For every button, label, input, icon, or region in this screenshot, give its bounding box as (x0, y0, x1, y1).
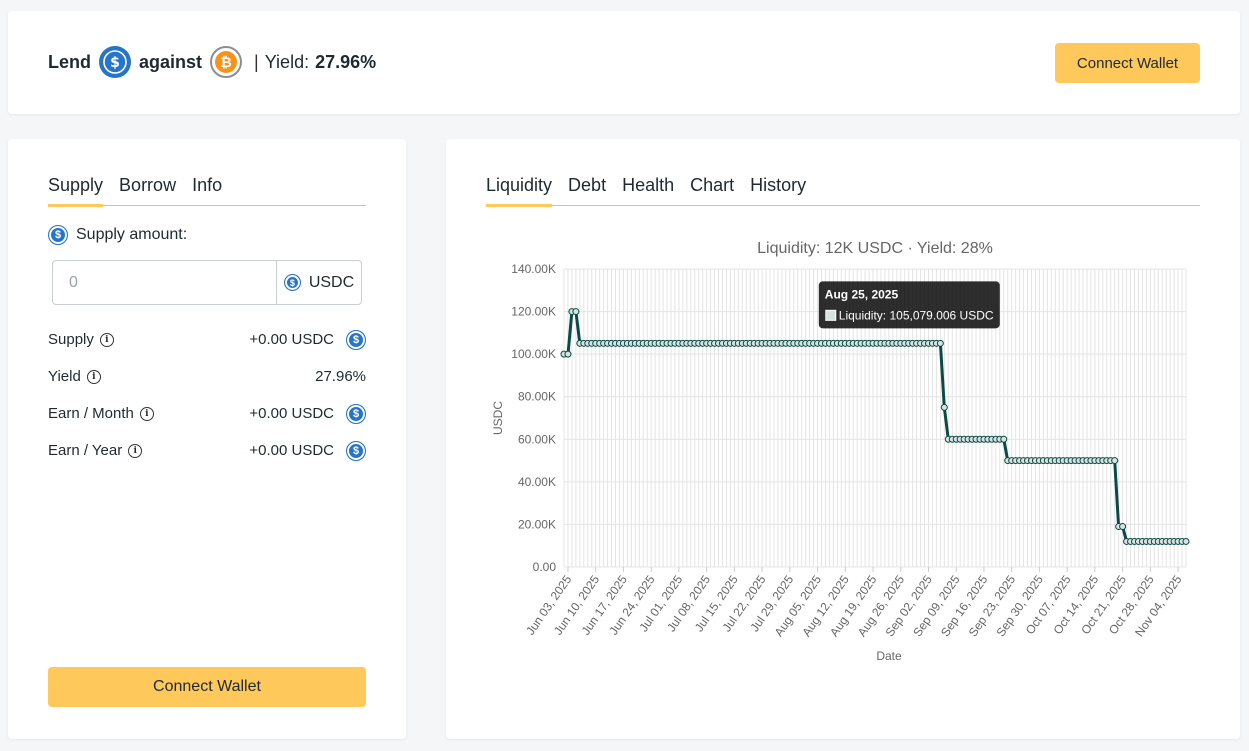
y-tick-label: 40.00K (518, 475, 556, 489)
stats-tabs: Liquidity Debt Health Chart History (486, 165, 1200, 207)
row-value: +0.00 USDC (249, 405, 334, 422)
usdc-coin-icon: $ (346, 403, 366, 424)
row-label: Earn / Year (48, 442, 123, 459)
tooltip-value: Liquidity: 105,079.006 USDC (839, 308, 994, 322)
row-value: +0.00 USDC (249, 331, 334, 348)
tab-history[interactable]: History (750, 174, 807, 195)
data-point (1119, 523, 1127, 531)
against-label: against (139, 51, 203, 72)
currency-selector[interactable]: $ USDC (276, 261, 361, 304)
y-tick-label: 100.00K (511, 347, 556, 361)
lend-label: Lend (48, 51, 91, 72)
info-icon[interactable]: i (139, 406, 154, 421)
usdc-coin-icon: $ (346, 440, 366, 461)
market-headline: Lend $ against ₿ | Yield: 27.96% (48, 45, 376, 79)
row-label: Supply (48, 331, 94, 348)
info-icon[interactable]: i (86, 369, 101, 384)
supply-amount-input[interactable] (53, 261, 276, 304)
tab-supply[interactable]: Supply (48, 165, 104, 207)
supply-tabs: Supply Borrow Info (48, 165, 366, 207)
liquidity-chart[interactable]: Liquidity: 12K USDC · Yield: 28% 0.00 20.0… (446, 229, 1240, 739)
tooltip-swatch (825, 309, 837, 321)
tab-borrow[interactable]: Borrow (119, 174, 177, 195)
data-point (940, 403, 948, 411)
chart-title: Liquidity: 12K USDC · Yield: 28% (757, 240, 993, 257)
data-point (1111, 457, 1119, 465)
data-point (572, 308, 580, 316)
y-tick-label: 120.00K (511, 305, 556, 319)
y-axis-label: USDC (491, 401, 505, 435)
supply-amount-label: $ Supply amount: (48, 225, 187, 245)
row-label: Yield (48, 368, 81, 385)
tooltip-box (818, 281, 1000, 329)
currency-label: USDC (308, 273, 355, 291)
supply-amount-field: $ USDC (52, 260, 362, 305)
y-tick-label: 80.00K (518, 390, 556, 404)
headline-separator: | (254, 51, 259, 72)
header-card: Lend $ against ₿ | Yield: 27.96% Connect… (8, 11, 1240, 114)
row-value: +0.00 USDC (249, 442, 334, 459)
bitcoin-coin-icon: ₿ (210, 46, 243, 78)
tooltip-date: Aug 25, 2025 (825, 287, 899, 301)
y-tick-label: 140.00K (511, 262, 556, 276)
liquidity-chart-svg: Liquidity: 12K USDC · Yield: 28% 0.00 20.0… (491, 240, 1190, 663)
data-point (1000, 435, 1008, 443)
summary-row-earn-month: Earn / Month i +0.00 USDC $ (48, 395, 366, 432)
row-value: 27.96% (315, 368, 366, 385)
connect-wallet-button[interactable]: Connect Wallet (1055, 43, 1200, 83)
summary-row-yield: Yield i 27.96% (48, 358, 366, 395)
row-label: Earn / Month (48, 405, 134, 422)
usdc-coin-icon: $ (99, 46, 131, 78)
yield-label: Yield: (264, 51, 310, 72)
tab-info[interactable]: Info (192, 174, 223, 195)
supply-summary: Supply i +0.00 USDC $ Yield i 27.96% Earn /… (48, 321, 366, 469)
yield-value: 27.96% (315, 51, 377, 72)
summary-row-supply: Supply i +0.00 USDC $ (48, 321, 366, 358)
info-icon[interactable]: i (99, 332, 114, 347)
tab-liquidity[interactable]: Liquidity (486, 165, 553, 207)
svg-text:$: $ (110, 55, 120, 71)
usdc-coin-icon: $ (346, 329, 366, 350)
y-tick-label: 0.00 (533, 560, 557, 574)
usdc-coin-icon: $ (283, 274, 301, 291)
y-tick-label: 20.00K (518, 517, 556, 531)
data-point (564, 350, 572, 358)
tab-debt[interactable]: Debt (568, 174, 607, 195)
usdc-coin-icon: $ (48, 225, 68, 245)
data-point (936, 339, 944, 347)
tab-health[interactable]: Health (622, 174, 675, 195)
connect-wallet-button[interactable]: Connect Wallet (48, 667, 366, 707)
summary-row-earn-year: Earn / Year i +0.00 USDC $ (48, 432, 366, 469)
stats-panel: Liquidity Debt Health Chart History Liqu… (446, 139, 1240, 739)
x-axis-label: Date (876, 649, 902, 663)
tab-chart[interactable]: Chart (690, 174, 735, 195)
supply-panel: Supply Borrow Info $ Supply amount: $ US… (8, 139, 406, 739)
data-point (1182, 537, 1190, 545)
info-icon[interactable]: i (128, 443, 143, 458)
y-tick-label: 60.00K (518, 432, 556, 446)
